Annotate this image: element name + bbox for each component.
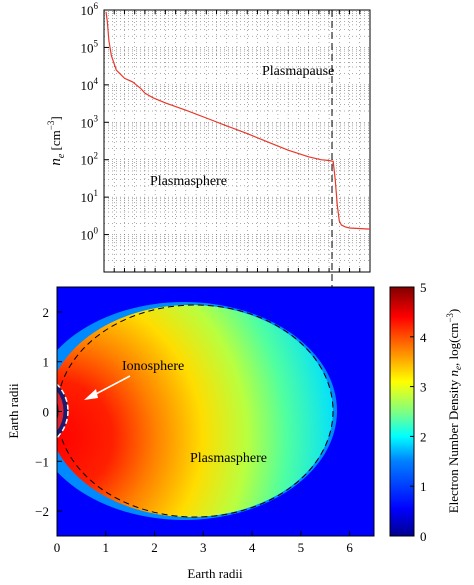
colorbar-gradient (389, 286, 415, 537)
plasmapause-annotation: Plasmapause (262, 64, 334, 79)
cb-tick-label: 2 (420, 429, 427, 444)
heat-x-tick-label: 6 (346, 540, 353, 555)
y-tick-label: 103 (81, 113, 99, 130)
ylabel-unit: [cm (48, 130, 63, 153)
colorbar-ticks: 0 1 2 3 4 5 (410, 280, 427, 544)
heat-x-tick-label: 0 (54, 540, 61, 555)
ylabel-n: n (48, 158, 64, 166)
heat-x-tick-label: 1 (103, 540, 110, 555)
top-y-ticks: 100 101 102 103 104 105 106 (81, 1, 109, 243)
top-grid (104, 10, 370, 273)
cb-label-log: , log(cm (446, 323, 461, 366)
y-tick-label: 105 (81, 38, 99, 55)
heat-x-tick-label: 5 (298, 540, 305, 555)
ionosphere-boundary (57, 383, 69, 439)
y-tick-label: 102 (81, 151, 99, 168)
plasmasphere-fill (57, 305, 333, 517)
heatmap-y-ticks: 2 1 0 −1 −2 (35, 305, 62, 519)
y-tick-label: 101 (81, 188, 99, 205)
heat-y-tick-label: 1 (43, 355, 50, 370)
density-line-plot: 100 101 102 103 104 105 106 ne [cm−3] Plasmapa… (46, 1, 371, 273)
top-ylabel: ne [cm−3] (46, 116, 67, 165)
ionosphere-ring-dark (57, 384, 68, 438)
heat-x-tick-label: 2 (151, 540, 158, 555)
cb-tick-label: 5 (420, 280, 427, 295)
heat-x-tick-label: 3 (200, 540, 207, 555)
ylabel-unit-exp: −3 (46, 120, 56, 130)
heat-y-tick-label: −1 (35, 454, 49, 469)
ylabel-sub: e (56, 153, 67, 158)
heatmap-ylabel: Earth radii (6, 383, 21, 439)
plasmasphere-annotation-top: Plasmasphere (150, 174, 227, 189)
plasmapause-boundary (57, 304, 334, 518)
cb-label-base: Electron Number Density (446, 376, 461, 513)
colorbar: 0 1 2 3 4 5 Electron Number Density ne, log(c… (389, 280, 463, 544)
heat-y-tick-label: 2 (43, 305, 50, 320)
cb-label-sub: e (453, 366, 463, 370)
cb-label-close: ) (446, 309, 461, 313)
cb-tick-label: 1 (420, 479, 427, 494)
y-tick-label: 106 (81, 1, 99, 18)
heatmap-x-ticks: 0 1 2 3 4 5 6 (54, 531, 353, 555)
ionosphere-arrowhead (84, 389, 98, 400)
heatmap-xlabel: Earth radii (187, 566, 243, 581)
heat-y-tick-label: 0 (43, 405, 50, 420)
y-tick-label: 100 (81, 226, 99, 243)
cb-label-n: n (446, 370, 461, 377)
density-profile-line (105, 11, 370, 230)
colorbar-label: Electron Number Density ne, log(cm−3) (445, 309, 463, 514)
cb-tick-label: 0 (420, 529, 427, 544)
heat-x-tick-label: 4 (249, 540, 256, 555)
plasmasphere-annotation-bottom: Plasmasphere (190, 451, 267, 466)
heat-y-tick-label: −2 (35, 504, 49, 519)
cb-tick-label: 3 (420, 380, 427, 395)
cb-tick-label: 4 (420, 330, 427, 345)
ionosphere-annotation: Ionosphere (122, 359, 184, 374)
y-tick-label: 104 (81, 76, 99, 93)
ionosphere-arrow (91, 375, 131, 397)
cb-label-exp: −3 (445, 313, 455, 323)
ylabel-unit-close: ] (48, 116, 63, 120)
top-x-ticks (103, 10, 371, 272)
